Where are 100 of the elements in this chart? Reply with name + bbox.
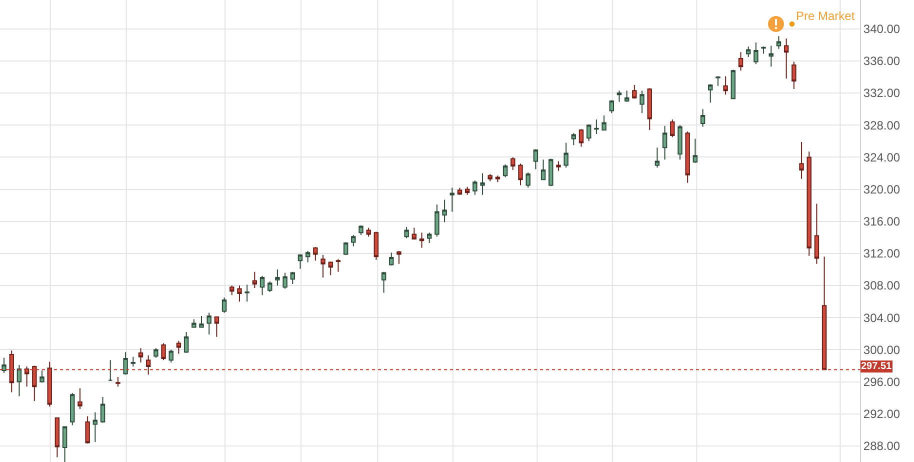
candlestick	[123, 352, 128, 376]
y-tick-label: 328.00	[863, 118, 900, 132]
candlestick	[374, 231, 379, 260]
candlestick	[564, 142, 568, 168]
y-tick-label: 312.00	[863, 246, 900, 261]
candlestick	[138, 348, 144, 364]
candlestick	[100, 396, 106, 424]
candlestick	[533, 148, 538, 170]
candlestick	[502, 164, 508, 178]
candlestick	[199, 316, 204, 328]
candlestick	[806, 151, 812, 256]
candlestick	[47, 361, 52, 408]
candlestick	[290, 271, 295, 284]
candlestick	[184, 332, 189, 354]
y-tick-label: 336.00	[863, 54, 900, 68]
candlestick	[161, 342, 166, 361]
candlestick	[472, 180, 478, 196]
ref-line-label: 297.51	[861, 361, 892, 372]
candlestick	[282, 272, 288, 290]
candlestick	[548, 158, 554, 187]
candlestick	[237, 285, 242, 302]
candlestick	[108, 360, 113, 382]
candlestick	[192, 318, 196, 328]
candlestick	[754, 42, 758, 65]
candlestick	[176, 340, 182, 354]
candlestick	[328, 260, 333, 276]
candlestick	[495, 175, 500, 183]
candlestick	[252, 271, 258, 288]
candlestick	[480, 172, 485, 196]
candlestick	[822, 256, 827, 370]
candlestick	[419, 232, 424, 248]
candlestick	[2, 357, 6, 374]
candlestick	[434, 204, 440, 238]
candlestick	[526, 172, 530, 188]
y-tick-label: 300.00	[863, 342, 900, 357]
candlestick	[594, 119, 599, 134]
y-tick-label: 292.00	[863, 407, 900, 422]
candlestick	[556, 160, 561, 172]
candlestick	[602, 115, 606, 130]
candlestick	[16, 364, 22, 397]
candlestick	[784, 38, 789, 80]
y-tick-label: 320.00	[863, 182, 900, 196]
candlestick	[716, 76, 720, 86]
candlestick	[510, 156, 516, 171]
candlestick	[351, 234, 356, 247]
candlestick	[578, 128, 584, 148]
candlestick	[746, 46, 751, 58]
candlestick	[70, 392, 75, 426]
candlestick	[632, 84, 637, 100]
candlestick	[260, 275, 265, 296]
candlestick	[776, 36, 782, 50]
candlestick	[738, 52, 744, 72]
candlestick	[692, 138, 698, 164]
candlestick	[206, 312, 212, 335]
candlestick	[313, 246, 318, 262]
y-tick-label: 288.00	[863, 439, 900, 454]
candlestick	[457, 187, 462, 196]
candlestick	[571, 132, 576, 146]
candlestick	[488, 174, 492, 182]
candlestick	[426, 232, 432, 244]
candlestick	[792, 61, 796, 90]
candlestick	[222, 297, 227, 314]
candlestick	[24, 366, 30, 388]
candlestick	[54, 417, 60, 458]
candlestick	[730, 69, 736, 100]
candlestick	[708, 84, 713, 104]
candlestick	[32, 365, 37, 402]
candlestick	[814, 203, 820, 264]
candlestick	[518, 163, 523, 186]
candlestick	[168, 349, 174, 364]
annotation: Pre Market	[796, 9, 856, 23]
y-tick-label: 324.00	[863, 150, 900, 164]
candlestick	[678, 124, 682, 160]
candlestick	[275, 269, 280, 286]
y-tick-label: 296.00	[863, 374, 900, 389]
candlestick	[700, 108, 706, 128]
candlestick	[214, 316, 220, 338]
candlestick	[640, 90, 644, 114]
candlestick	[647, 88, 652, 130]
candlestick	[154, 348, 158, 358]
candlestick	[616, 90, 622, 102]
y-tick-label: 332.00	[863, 86, 900, 100]
candlestick	[381, 271, 386, 294]
candlestick	[586, 124, 592, 142]
candlestick	[320, 254, 326, 278]
candlestick	[336, 258, 341, 272]
candlestick	[244, 284, 250, 302]
candlestick	[85, 416, 90, 444]
candlestick	[78, 388, 82, 410]
candlestick	[662, 125, 668, 160]
candlestick	[146, 354, 151, 376]
candlestick	[40, 370, 44, 384]
y-tick-label: 316.00	[863, 214, 900, 229]
candlestick	[799, 141, 804, 180]
candlestick	[305, 250, 310, 263]
candlestick	[412, 227, 417, 240]
candlestick	[366, 227, 371, 238]
candlestick	[540, 159, 546, 180]
y-tick-label: 304.00	[863, 310, 900, 325]
candlestick	[464, 186, 470, 196]
